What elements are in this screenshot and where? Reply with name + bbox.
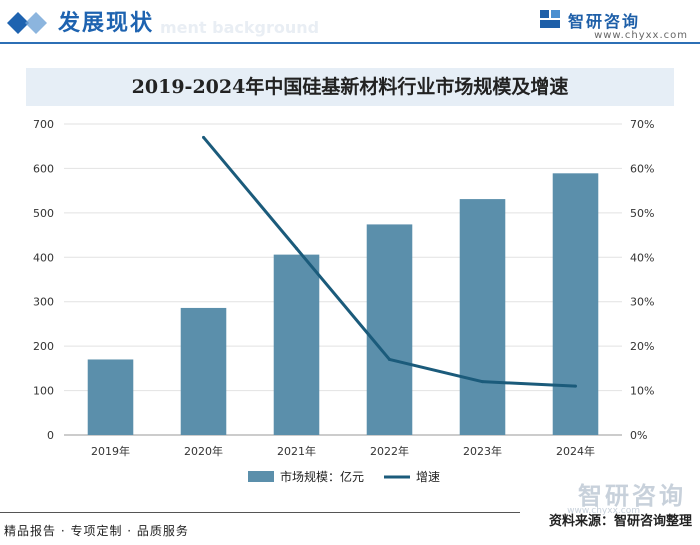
x-tick-label: 2022年 bbox=[370, 444, 409, 458]
y-left-tick-label: 300 bbox=[33, 296, 54, 309]
line-point bbox=[388, 357, 391, 361]
y-left-tick-label: 100 bbox=[33, 385, 54, 398]
bar bbox=[180, 307, 227, 435]
y-right-tick-label: 20% bbox=[630, 340, 654, 353]
line-point bbox=[202, 135, 205, 139]
y-right-tick-label: 10% bbox=[630, 385, 654, 398]
y-right-tick-label: 60% bbox=[630, 162, 654, 175]
bar bbox=[273, 254, 320, 435]
line-point bbox=[481, 380, 484, 384]
footer-divider bbox=[0, 512, 520, 513]
page-title: 发展现状 bbox=[58, 11, 155, 36]
line-point bbox=[295, 246, 298, 250]
y-right-tick-label: 50% bbox=[630, 207, 654, 220]
y-right-tick-label: 30% bbox=[630, 296, 654, 309]
brand: 智研咨询 www.chyxx.com bbox=[538, 8, 688, 42]
header-subtitle: ment background bbox=[160, 18, 320, 37]
x-tick-label: 2024年 bbox=[556, 444, 595, 458]
chart-title: 2019-2024年中国硅基新材料行业市场规模及增速 bbox=[131, 76, 569, 98]
y-right-tick-label: 70% bbox=[630, 118, 654, 131]
x-tick-label: 2023年 bbox=[463, 444, 502, 458]
x-tick-label: 2019年 bbox=[91, 444, 130, 458]
line-point bbox=[574, 384, 577, 388]
y-left-tick-label: 600 bbox=[33, 162, 54, 175]
chart: 0 100 200 300 400 500 600 700 0% 10% 20% 30% 40% 50% 6… bbox=[33, 118, 654, 484]
legend-label-line: 增速 bbox=[416, 470, 440, 484]
y-left-tick-label: 400 bbox=[33, 251, 54, 264]
y-right-tick-label: 0% bbox=[630, 429, 647, 442]
x-tick-label: 2020年 bbox=[184, 444, 223, 458]
y-left-tick-label: 500 bbox=[33, 207, 54, 220]
y-left-tick-label: 700 bbox=[33, 118, 54, 131]
watermark-url: www.chyxx.com bbox=[567, 506, 640, 516]
brand-url: www.chyxx.com bbox=[594, 30, 688, 41]
bar bbox=[459, 199, 506, 435]
x-tick-label: 2021年 bbox=[277, 444, 316, 458]
logo-icon bbox=[540, 10, 560, 28]
legend-label-bar: 市场规模：亿元 bbox=[280, 469, 364, 484]
y-left-tick-label: 0 bbox=[47, 429, 54, 442]
diamond-icon bbox=[7, 12, 47, 34]
bar bbox=[87, 359, 134, 435]
source-note: 资料来源：智研咨询整理 bbox=[548, 514, 692, 529]
legend-swatch-bar bbox=[248, 471, 274, 482]
watermark-brand: 智研咨询 bbox=[578, 482, 686, 510]
y-left-tick-label: 200 bbox=[33, 340, 54, 353]
header-divider bbox=[0, 42, 700, 44]
header: ment background 发展现状 智研咨询 www.chyxx.com bbox=[0, 0, 700, 44]
bar bbox=[552, 173, 599, 435]
bar bbox=[366, 224, 413, 435]
footer-tagline: 精品报告 · 专项定制 · 品质服务 bbox=[4, 524, 189, 538]
brand-name: 智研咨询 bbox=[568, 12, 641, 31]
y-right-tick-label: 40% bbox=[630, 251, 654, 264]
chart-title-band: 2019-2024年中国硅基新材料行业市场规模及增速 bbox=[26, 68, 674, 106]
